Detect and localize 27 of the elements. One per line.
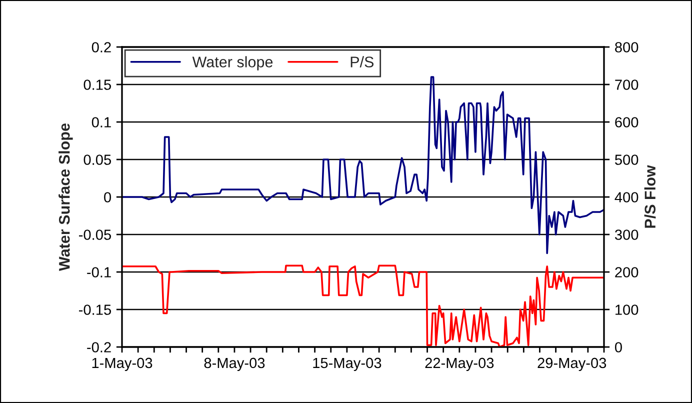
y2-tick-label: 200 <box>615 267 638 278</box>
y-tick-label: 0.05 <box>84 154 111 165</box>
y2-tick-label: 300 <box>614 230 638 240</box>
y-tick-label: 0.1 <box>92 117 111 128</box>
y2-axis-title: P/S Flow <box>644 165 656 228</box>
y-axis-title: Water Surface Slope <box>58 124 73 271</box>
x-tick-label: 15-May-03 <box>313 358 382 372</box>
y-tick-label: -0.15 <box>78 304 111 315</box>
y2-tick-label: 400 <box>614 192 638 202</box>
x-tick-label: 1-May-03 <box>92 358 152 372</box>
y2-tick-label: 800 <box>615 42 638 52</box>
y2-tick-label: 500 <box>615 154 638 165</box>
x-tick-label: 8-May-03 <box>204 358 265 372</box>
x-tick-label: 22-May-03 <box>425 358 494 372</box>
y2-tick-label: 0 <box>614 342 622 352</box>
legend-label: Water slope <box>192 56 273 70</box>
y2-tick-label: 100 <box>616 304 638 315</box>
legend-label: P/S <box>350 56 374 68</box>
y-tick-label: 0 <box>104 192 112 202</box>
y-tick-label: -0.05 <box>78 230 111 240</box>
y2-tick-label: 700 <box>615 80 638 90</box>
y2-tick-label: 600 <box>615 117 638 128</box>
y-tick-label: -0.1 <box>87 267 111 278</box>
x-tick-label: 29-May-03 <box>538 358 606 372</box>
y-tick-label: 0.15 <box>84 80 111 90</box>
y-tick-label: -0.2 <box>87 342 111 352</box>
y-tick-label: 0.2 <box>92 42 111 52</box>
